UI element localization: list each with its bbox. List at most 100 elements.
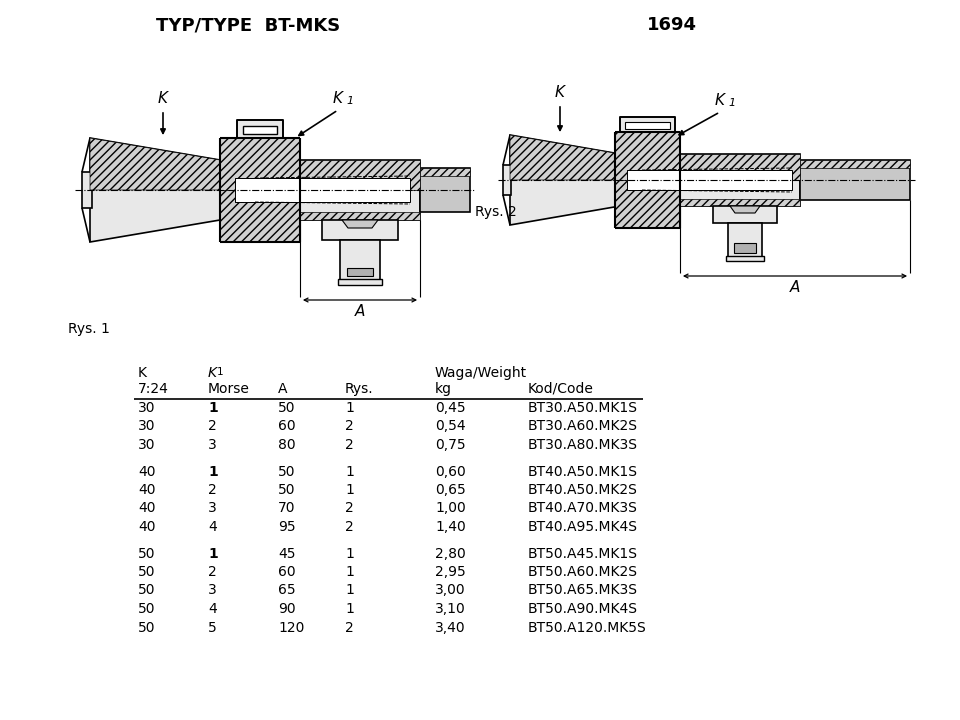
Bar — [728, 223, 762, 258]
Text: 40: 40 — [138, 483, 156, 497]
Bar — [420, 168, 470, 212]
Text: K: K — [158, 91, 168, 106]
Text: 1,40: 1,40 — [435, 520, 466, 534]
Bar — [680, 154, 800, 206]
Text: BT50.A120.MK5S: BT50.A120.MK5S — [528, 621, 647, 634]
Text: 30: 30 — [138, 438, 156, 452]
Text: 1: 1 — [208, 464, 218, 479]
Text: 50: 50 — [138, 565, 156, 579]
Bar — [734, 243, 756, 253]
Bar — [615, 132, 680, 180]
Text: K: K — [715, 93, 725, 108]
Bar — [620, 117, 675, 132]
Text: 30: 30 — [138, 401, 156, 415]
Text: 2,95: 2,95 — [435, 565, 466, 579]
Text: A: A — [355, 304, 365, 319]
Polygon shape — [510, 135, 620, 180]
Text: K: K — [555, 85, 565, 100]
Text: K: K — [333, 91, 343, 106]
Bar — [680, 199, 800, 206]
Bar — [627, 170, 792, 190]
Bar — [235, 178, 410, 202]
Text: 1: 1 — [208, 401, 218, 415]
Text: 40: 40 — [138, 520, 156, 534]
Text: 1: 1 — [728, 98, 735, 108]
Text: 3: 3 — [208, 502, 217, 516]
Text: 65: 65 — [278, 583, 296, 598]
Text: 2,80: 2,80 — [435, 546, 466, 560]
Text: 2: 2 — [345, 520, 353, 534]
Text: 50: 50 — [278, 464, 296, 479]
Text: BT50.A65.MK3S: BT50.A65.MK3S — [528, 583, 638, 598]
Text: 120: 120 — [278, 621, 304, 634]
Text: 1694: 1694 — [647, 16, 697, 34]
Text: 4: 4 — [208, 520, 217, 534]
Text: 7:24: 7:24 — [138, 382, 169, 396]
Text: 60: 60 — [278, 420, 296, 433]
Text: 1: 1 — [345, 483, 354, 497]
Bar — [615, 180, 680, 228]
Text: 2: 2 — [345, 420, 353, 433]
Text: 1: 1 — [345, 401, 354, 415]
Bar — [800, 160, 910, 200]
Text: 50: 50 — [138, 583, 156, 598]
Text: BT40.A95.MK4S: BT40.A95.MK4S — [528, 520, 638, 534]
Text: 3,40: 3,40 — [435, 621, 466, 634]
Text: 50: 50 — [278, 401, 296, 415]
Text: 40: 40 — [138, 502, 156, 516]
Bar — [713, 206, 777, 223]
Text: 0,75: 0,75 — [435, 438, 466, 452]
Bar — [220, 190, 300, 242]
Text: BT30.A50.MK1S: BT30.A50.MK1S — [528, 401, 638, 415]
Text: 1: 1 — [345, 464, 354, 479]
Text: Morse: Morse — [208, 382, 250, 396]
Bar — [300, 212, 420, 220]
Bar — [237, 120, 283, 138]
Text: BT30.A60.MK2S: BT30.A60.MK2S — [528, 420, 638, 433]
Polygon shape — [510, 135, 620, 225]
Polygon shape — [730, 206, 760, 213]
Text: BT40.A50.MK1S: BT40.A50.MK1S — [528, 464, 638, 479]
Text: BT50.A60.MK2S: BT50.A60.MK2S — [528, 565, 638, 579]
Polygon shape — [342, 220, 378, 228]
Text: 2: 2 — [208, 420, 217, 433]
Bar — [300, 160, 420, 190]
Text: 70: 70 — [278, 502, 296, 516]
Text: 60: 60 — [278, 565, 296, 579]
Bar — [322, 220, 398, 240]
Text: 4: 4 — [208, 602, 217, 616]
Text: 1: 1 — [345, 565, 354, 579]
Text: 1: 1 — [345, 546, 354, 560]
Text: K: K — [208, 366, 217, 380]
Bar — [420, 168, 470, 176]
Bar — [82, 172, 92, 208]
Polygon shape — [90, 138, 220, 190]
Text: BT40.A50.MK2S: BT40.A50.MK2S — [528, 483, 637, 497]
Bar — [220, 138, 300, 190]
Text: 1: 1 — [345, 583, 354, 598]
Bar — [340, 240, 380, 282]
Bar — [300, 160, 420, 220]
Text: 0,54: 0,54 — [435, 420, 466, 433]
Text: 3,10: 3,10 — [435, 602, 466, 616]
Text: 3: 3 — [208, 583, 217, 598]
Text: 30: 30 — [138, 420, 156, 433]
Text: 2: 2 — [345, 621, 353, 634]
Text: 0,45: 0,45 — [435, 401, 466, 415]
Bar — [726, 256, 764, 261]
Text: 1: 1 — [346, 96, 353, 106]
Bar — [243, 126, 277, 134]
Text: 2: 2 — [345, 502, 353, 516]
Text: Rys. 2: Rys. 2 — [475, 205, 516, 219]
Text: 0,65: 0,65 — [435, 483, 466, 497]
Text: BT40.A70.MK3S: BT40.A70.MK3S — [528, 502, 637, 516]
Text: 1: 1 — [217, 367, 224, 377]
Text: 3,00: 3,00 — [435, 583, 466, 598]
Text: 1: 1 — [345, 602, 354, 616]
Text: BT30.A80.MK3S: BT30.A80.MK3S — [528, 438, 638, 452]
Text: 45: 45 — [278, 546, 296, 560]
Text: 50: 50 — [138, 546, 156, 560]
Text: 2: 2 — [208, 565, 217, 579]
Text: 50: 50 — [278, 483, 296, 497]
Text: BT50.A45.MK1S: BT50.A45.MK1S — [528, 546, 638, 560]
